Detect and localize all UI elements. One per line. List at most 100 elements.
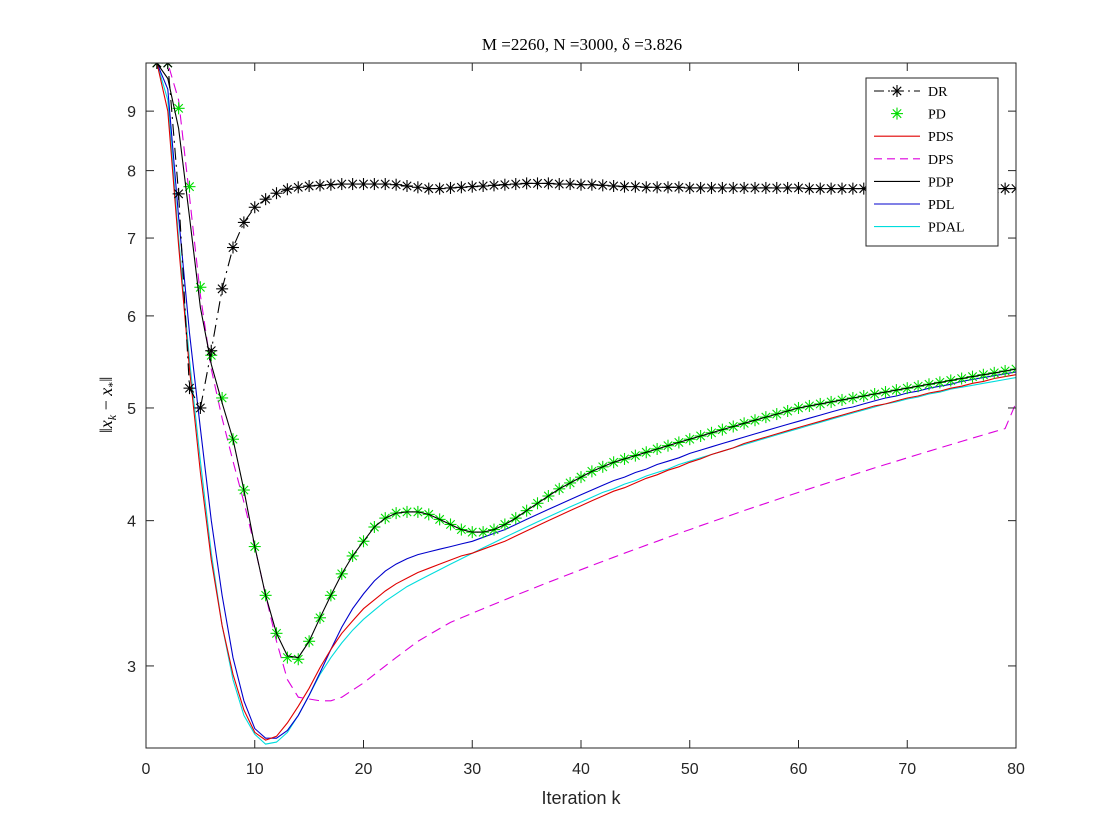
data-point-dr [368,178,381,191]
y-axis-label-lead: ‖ [96,428,116,433]
data-point-dr [205,344,218,357]
data-point-dr [618,180,631,193]
data-point-dr [303,179,316,192]
y-axis-label: ‖xk − x*‖ [96,377,119,434]
data-point-dr [749,181,761,194]
data-point-dr [390,178,403,191]
x-axis: 0 10 20 30 40 50 60 70 80 [142,63,1025,778]
series-pdl [156,63,1016,739]
legend-item-pdl: PDL [874,198,954,213]
y-axis-label-trail: ‖ [96,377,116,382]
data-point-dr [705,181,718,194]
data-point-dr [466,180,479,193]
y-tick-label: 6 [127,309,136,326]
data-point-dr [803,182,816,195]
data-point-dr [727,181,740,194]
data-point-dr [531,177,544,190]
legend-label: PDS [928,130,954,145]
data-point-dr [281,183,294,196]
data-point-dr [1010,182,1016,195]
data-point-dr [422,182,435,195]
data-point-dr [183,382,196,395]
legend-item-pdal: PDAL [874,221,965,236]
y-tick-label: 7 [127,231,136,248]
series-dps [156,63,1016,702]
data-point-dr [401,179,413,192]
y-axis-label-minus: − [96,396,116,415]
legend-label: PD [928,108,946,123]
data-point-dr [509,178,522,191]
data-point-dr [629,180,642,193]
series-line-pdl [156,63,1016,739]
data-point-dr [520,177,533,190]
x-tick-label: 80 [1007,761,1025,778]
legend-marker-icon [891,107,903,120]
data-point-dr [411,181,424,194]
x-tick-label: 10 [246,761,264,778]
data-point-dr [194,401,207,414]
legend-label: DPS [928,153,954,168]
legend-item-pds: PDS [874,130,954,145]
legend-item-pdp: PDP [874,175,954,190]
series-line-dps [156,63,1016,702]
legend-box [865,77,999,247]
data-point-dr [498,178,511,191]
data-point-dr [607,179,620,192]
y-axis-label-star: * [105,382,119,388]
data-point-dr [542,177,555,190]
data-point-dr [379,178,392,191]
data-point-dr [672,181,685,194]
y-tick-label: 4 [127,514,136,531]
x-tick-label: 60 [790,761,808,778]
data-point-dr [738,181,751,194]
legend-item-dps: DPS [874,153,954,168]
x-tick-label: 0 [142,761,151,778]
data-point-pd [292,653,305,666]
series-line-pdp [156,63,1016,659]
data-point-dr [792,181,805,194]
data-point-dr [292,181,305,194]
legend-marker-icon [891,85,903,97]
y-tick-label: 5 [127,401,136,418]
data-point-dr [216,282,229,295]
series-line-pds [156,63,1016,741]
data-point-dr [553,178,566,191]
data-point-dr [716,181,729,194]
y-axis: 3 4 5 6 7 8 9 [127,104,1016,676]
data-point-dr [314,179,326,192]
y-tick-label: 8 [127,164,136,181]
x-tick-label: 30 [463,761,481,778]
data-point-dr [814,182,827,195]
series-pdp [156,63,1016,659]
data-point-dr [488,179,500,192]
data-point-dr [172,187,185,200]
data-point-dr [324,178,337,191]
x-tick-label: 40 [572,761,590,778]
data-point-dr [759,181,772,194]
x-tick-label: 20 [355,761,373,778]
data-point-dr [433,182,446,195]
legend-label: PDL [928,198,954,213]
data-point-dr [335,178,348,191]
y-axis-label-x2: x [96,388,116,397]
data-point-dr [227,241,239,254]
data-point-dr [662,181,674,194]
legend-label: PDP [928,175,954,190]
y-tick-label: 3 [127,659,136,676]
data-point-dr [999,182,1012,195]
data-point-dr [825,182,838,195]
x-axis-label: Iteration k [541,788,621,808]
data-point-dr [477,179,490,192]
legend-label: DR [928,85,948,100]
data-point-dr [444,181,457,194]
x-tick-label: 50 [681,761,699,778]
data-point-dr [694,181,707,194]
data-point-dr [651,181,664,194]
legend-label: PDAL [928,221,965,236]
legend-item-dr: DR [874,85,948,100]
data-point-pd [281,651,294,664]
data-point-dr [575,178,587,191]
y-tick-label: 9 [127,104,136,121]
y-axis-label-x: x [96,420,116,429]
